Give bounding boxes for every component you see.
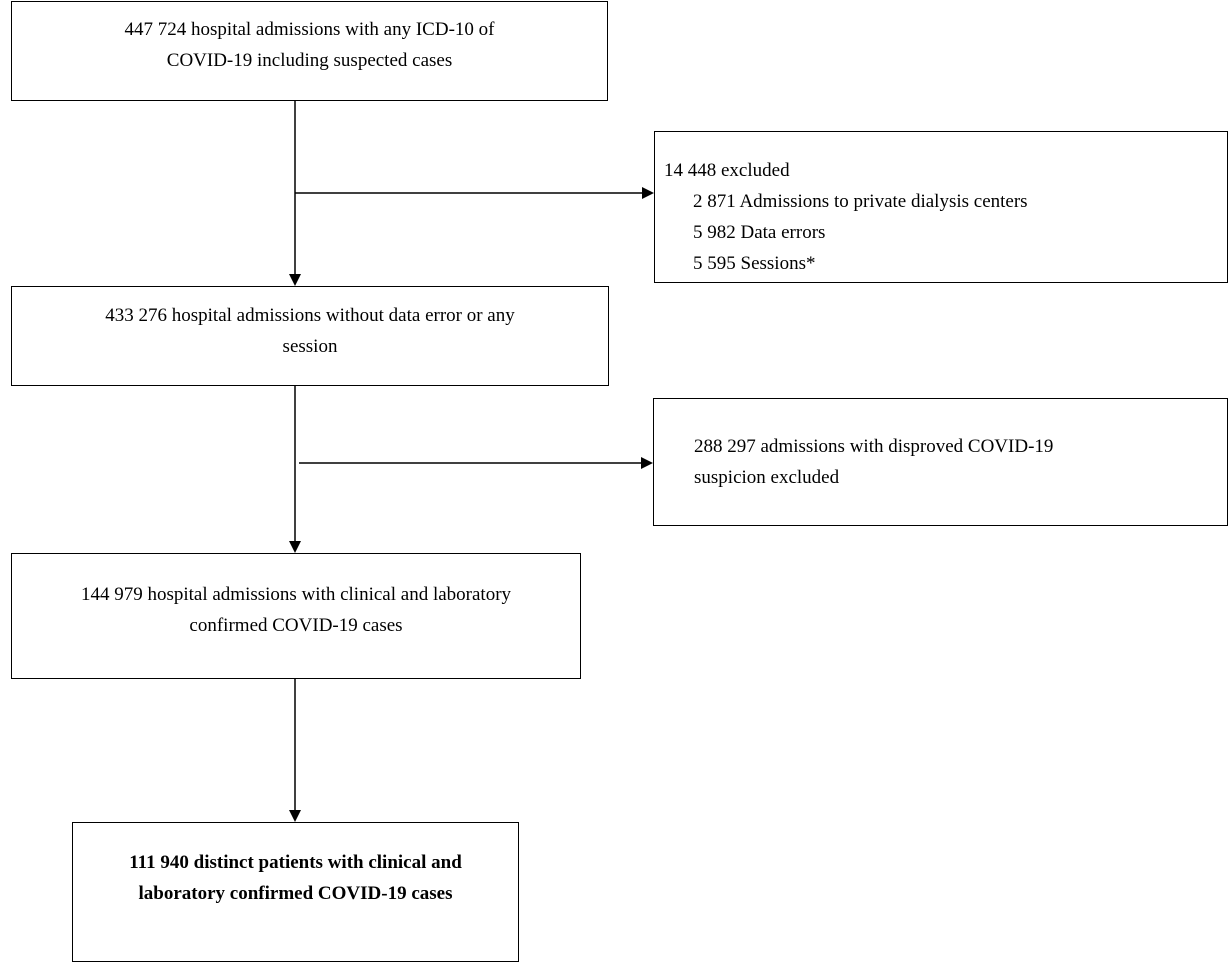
box-excluded-2-line-1: 288 297 admissions with disproved COVID-…: [694, 436, 1054, 457]
box-step-3: 144 979 hospital admissions with clinica…: [11, 553, 581, 679]
box-final-line-1: 111 940 distinct patients with clinical …: [129, 852, 462, 873]
excluded-1-item-sessions: 5 595 Sessions*: [693, 253, 816, 274]
box-excluded-2: 288 297 admissions with disproved COVID-…: [653, 398, 1228, 526]
box-start-line-2: COVID-19 including suspected cases: [166, 50, 453, 71]
box-step-3-line-1: 144 979 hospital admissions with clinica…: [80, 584, 512, 605]
box-start: 447 724 hospital admissions with any ICD…: [11, 1, 608, 101]
box-start-line-1: 447 724 hospital admissions with any ICD…: [124, 19, 495, 40]
box-excluded-2-line-2: suspicion excluded: [694, 467, 840, 488]
box-step-3-line-2: confirmed COVID-19 cases: [189, 615, 403, 636]
box-step-2: 433 276 hospital admissions without data…: [11, 286, 609, 386]
excluded-1-heading: 14 448 excluded: [664, 160, 790, 181]
box-final-line-2: laboratory confirmed COVID-19 cases: [138, 883, 453, 904]
box-final: 111 940 distinct patients with clinical …: [72, 822, 519, 962]
excluded-1-item-data-errors: 5 982 Data errors: [693, 222, 826, 243]
box-step-2-line-1: 433 276 hospital admissions without data…: [105, 305, 515, 326]
box-excluded-1: 14 448 excluded 2 871 Admissions to priv…: [654, 131, 1228, 283]
excluded-1-item-dialysis: 2 871 Admissions to private dialysis cen…: [693, 191, 1028, 212]
box-step-2-line-2: session: [282, 336, 338, 357]
